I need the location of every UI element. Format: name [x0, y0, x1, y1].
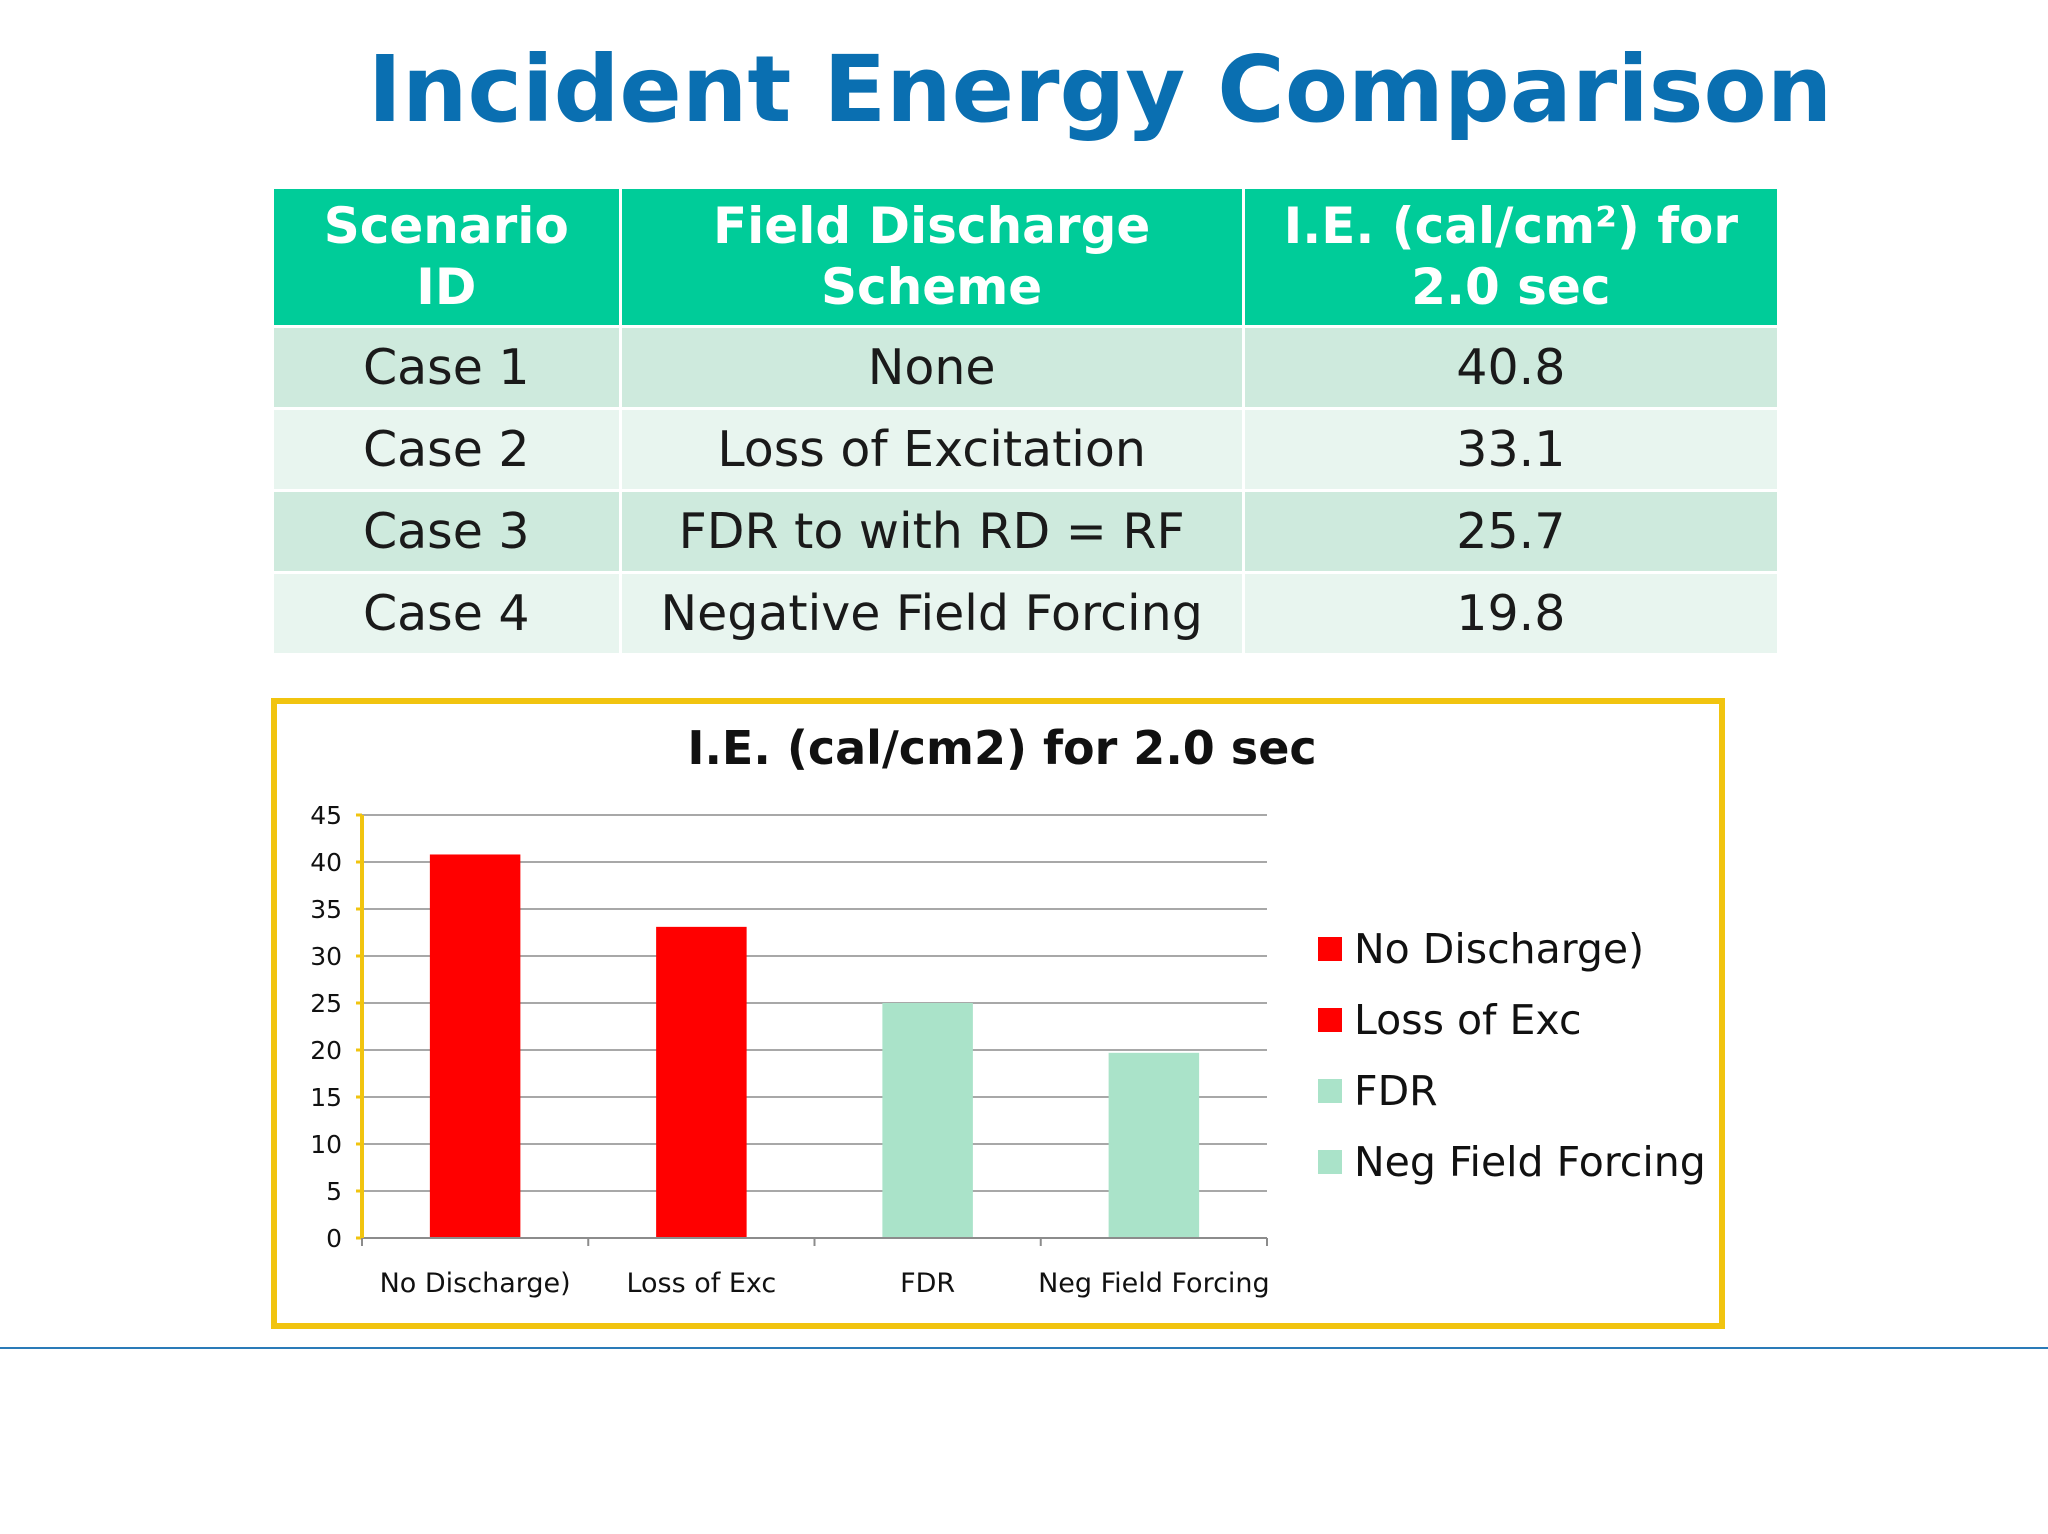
incident-energy-cell: 25.7	[1244, 492, 1777, 571]
legend-label: No Discharge)	[1354, 925, 1644, 973]
header-scenario-id: Scenario ID	[274, 189, 619, 325]
x-tick-label: Loss of Exc	[626, 1268, 776, 1299]
y-tick-label: 25	[310, 989, 342, 1018]
incident-energy-cell: 40.8	[1244, 328, 1777, 407]
bar	[1108, 1052, 1200, 1238]
legend-label: Loss of Exc	[1354, 996, 1582, 1044]
x-tick-label: No Discharge)	[380, 1268, 571, 1299]
chart-frame: I.E. (cal/cm2) for 2.0 sec 0 5 10 15 20 25 30 3…	[271, 698, 1725, 1329]
header-incident-energy: I.E. (cal/cm²) for 2.0 sec	[1244, 189, 1777, 325]
scenario-id-cell: Case 4	[274, 574, 619, 653]
scenario-id-cell: Case 2	[274, 410, 619, 489]
bar	[656, 926, 747, 1238]
y-tick-label: 40	[310, 848, 342, 877]
y-tick-label: 0	[326, 1224, 342, 1253]
scheme-cell: Loss of Excitation	[621, 410, 1242, 489]
table-header-row: Scenario ID Field Discharge Scheme I.E. …	[274, 189, 1777, 325]
table-row: Case 2 Loss of Excitation 33.1	[274, 410, 1777, 489]
y-tick-label: 35	[310, 895, 342, 924]
bar-chart: I.E. (cal/cm2) for 2.0 sec 0 5 10 15 20 25 30 3…	[310, 721, 1706, 1299]
scheme-cell: None	[621, 328, 1242, 407]
header-field-discharge-scheme: Field Discharge Scheme	[621, 189, 1242, 325]
table-row: Case 1 None 40.8	[274, 328, 1777, 407]
bar	[882, 1003, 973, 1238]
scheme-cell: Negative Field Forcing	[621, 574, 1242, 653]
chart-title: I.E. (cal/cm2) for 2.0 sec	[687, 721, 1316, 775]
table-row: Case 4 Negative Field Forcing 19.8	[274, 574, 1777, 653]
incident-energy-cell: 19.8	[1244, 574, 1777, 653]
legend-label: Neg Field Forcing	[1354, 1138, 1706, 1186]
bar	[429, 854, 521, 1238]
axis-labels: 0 5 10 15 20 25 30 35 40 45 No Discharge) Loss of E…	[310, 801, 1270, 1299]
legend-swatch	[1318, 937, 1342, 961]
scheme-cell: FDR to with RD = RF	[621, 492, 1242, 571]
legend-label: FDR	[1354, 1067, 1438, 1115]
legend-swatch	[1318, 1008, 1342, 1032]
scenario-id-cell: Case 1	[274, 328, 619, 407]
table-row: Case 3 FDR to with RD = RF 25.7	[274, 492, 1777, 571]
y-tick-label: 20	[310, 1036, 342, 1065]
legend: No Discharge) Loss of Exc FDR Neg Field For…	[1318, 925, 1706, 1186]
y-tick-label: 15	[310, 1083, 342, 1112]
legend-swatch	[1318, 1079, 1342, 1103]
legend-swatch	[1318, 1150, 1342, 1174]
bars	[429, 854, 1200, 1238]
x-tick-label: FDR	[900, 1268, 955, 1299]
incident-energy-table: Scenario ID Field Discharge Scheme I.E. …	[271, 186, 1780, 656]
incident-energy-cell: 33.1	[1244, 410, 1777, 489]
y-tick-label: 30	[310, 942, 342, 971]
bottom-divider	[0, 1347, 2048, 1349]
x-tick-label: Neg Field Forcing	[1038, 1268, 1270, 1299]
axes	[356, 813, 1268, 1246]
y-tick-label: 10	[310, 1130, 342, 1159]
slide-title: Incident Energy Comparison	[367, 36, 1833, 143]
y-tick-label: 5	[326, 1177, 342, 1206]
scenario-id-cell: Case 3	[274, 492, 619, 571]
y-tick-label: 45	[310, 801, 342, 830]
